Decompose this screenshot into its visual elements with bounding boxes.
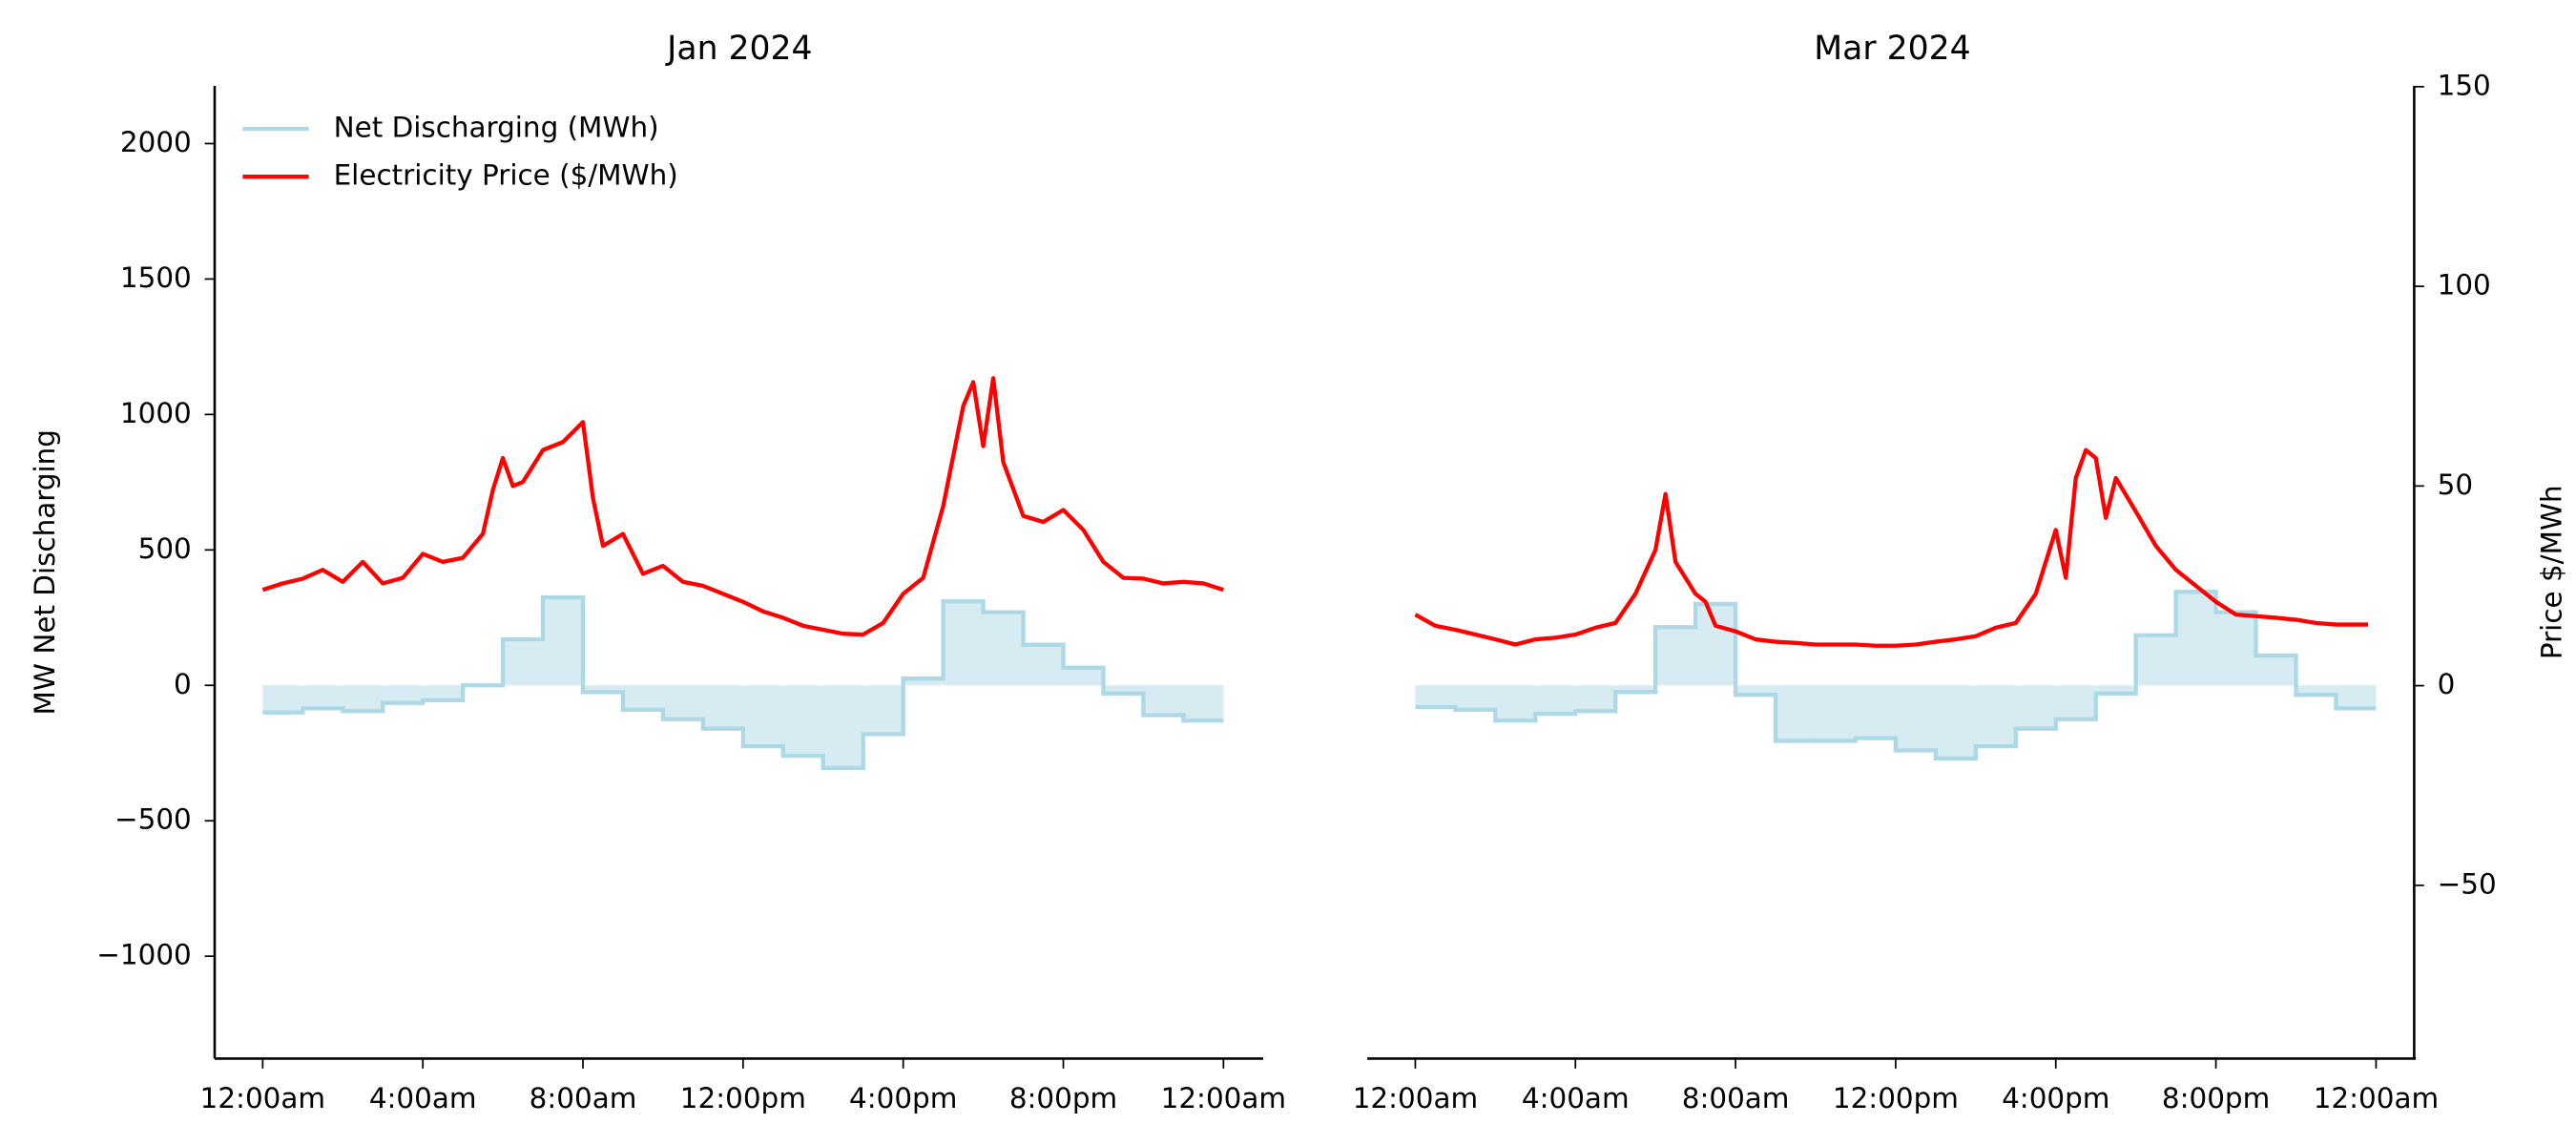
step-area <box>1063 667 1104 686</box>
step-area <box>782 685 823 757</box>
step-area <box>702 685 743 729</box>
x-tick-label: 12:00am <box>2314 1082 2439 1114</box>
step-area <box>1935 685 1976 759</box>
step-area <box>583 685 623 693</box>
step-area <box>1855 685 1896 739</box>
step-area <box>822 685 863 768</box>
y-tick-label: 0 <box>174 668 192 700</box>
y2-tick-label: 50 <box>2438 468 2473 501</box>
x-tick-label: 8:00pm <box>2162 1082 2270 1114</box>
step-area <box>2095 685 2136 694</box>
legend-label: Electricity Price ($/MWh) <box>334 159 678 192</box>
step-area <box>423 685 464 700</box>
x-tick-label: 4:00pm <box>2002 1082 2109 1114</box>
chart-title: Mar 2024 <box>1814 30 1970 68</box>
x-tick-label: 4:00am <box>1522 1082 1630 1114</box>
step-area <box>1143 685 1184 716</box>
x-tick-label: 8:00pm <box>1009 1082 1117 1114</box>
price-line <box>1414 448 2369 648</box>
x-tick-label: 12:00am <box>200 1082 325 1114</box>
y-tick-label: −1000 <box>96 939 191 971</box>
step-line <box>262 594 1224 771</box>
step-area <box>742 685 783 747</box>
step-area <box>943 601 984 686</box>
step-area <box>1615 685 1656 693</box>
step-area <box>1975 685 2016 747</box>
y-axis-label: MW Net Discharging <box>29 429 61 715</box>
y-tick-label: 1500 <box>120 261 192 294</box>
x-tick-label: 12:00am <box>1161 1082 1286 1114</box>
step-area <box>503 639 544 686</box>
step-area <box>383 685 424 703</box>
x-tick-label: 8:00am <box>530 1082 637 1114</box>
y2-tick-label: 0 <box>2438 668 2456 700</box>
x-tick-label: 12:00pm <box>680 1082 806 1114</box>
step-area <box>1495 685 1536 721</box>
y2-axis-label: Price $/MWh <box>2535 485 2567 659</box>
step-area <box>1575 685 1616 712</box>
step-area <box>2336 685 2377 709</box>
step-area <box>2175 592 2216 686</box>
step-area <box>1535 685 1576 715</box>
y2-tick-label: 150 <box>2438 69 2491 101</box>
y2-tick-label: 100 <box>2438 269 2491 302</box>
step-area <box>662 685 703 719</box>
x-tick-label: 12:00pm <box>1833 1082 1959 1114</box>
legend-label: Net Discharging (MWh) <box>334 112 659 144</box>
y-tick-label: 2000 <box>120 126 192 158</box>
step-area <box>622 685 663 710</box>
step-area <box>2055 685 2096 719</box>
step-area <box>2215 612 2256 686</box>
step-area <box>1415 685 1456 707</box>
step-area <box>1895 685 1936 751</box>
y-tick-label: 500 <box>138 532 192 565</box>
y-tick-label: −500 <box>114 803 192 836</box>
step-area <box>543 597 584 686</box>
step-area <box>302 685 343 709</box>
step-area <box>1655 627 1696 686</box>
step-area <box>2015 685 2056 729</box>
step-area <box>1183 685 1224 721</box>
x-tick-label: 8:00am <box>1682 1082 1790 1114</box>
step-area <box>1776 685 1817 741</box>
step-area <box>343 685 384 712</box>
step-area <box>1735 685 1776 696</box>
step-area <box>903 678 944 686</box>
x-tick-label: 4:00am <box>369 1082 477 1114</box>
price-line <box>261 376 1225 637</box>
step-area <box>862 685 904 735</box>
y-tick-label: 1000 <box>120 397 192 429</box>
y2-tick-label: −50 <box>2438 867 2497 900</box>
x-tick-label: 12:00am <box>1353 1082 1478 1114</box>
x-tick-label: 4:00pm <box>849 1082 957 1114</box>
step-area <box>1103 685 1144 694</box>
step-area <box>1455 685 1496 710</box>
step-area <box>2255 656 2296 686</box>
step-area <box>262 685 303 713</box>
step-area <box>1023 644 1064 686</box>
step-area <box>1695 604 1736 686</box>
chart-title: Jan 2024 <box>665 30 812 68</box>
step-area <box>2135 635 2176 686</box>
step-area <box>983 612 1024 686</box>
step-area <box>2296 685 2337 696</box>
step-area <box>1816 685 1856 741</box>
step-line <box>1415 590 2377 761</box>
